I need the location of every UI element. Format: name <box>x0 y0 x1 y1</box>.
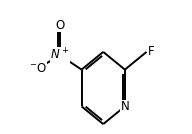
Text: $N^+$: $N^+$ <box>50 48 70 63</box>
Text: $^{-}$O: $^{-}$O <box>29 62 47 75</box>
Text: N: N <box>121 100 129 113</box>
Text: F: F <box>148 45 154 58</box>
Text: O: O <box>55 18 65 31</box>
